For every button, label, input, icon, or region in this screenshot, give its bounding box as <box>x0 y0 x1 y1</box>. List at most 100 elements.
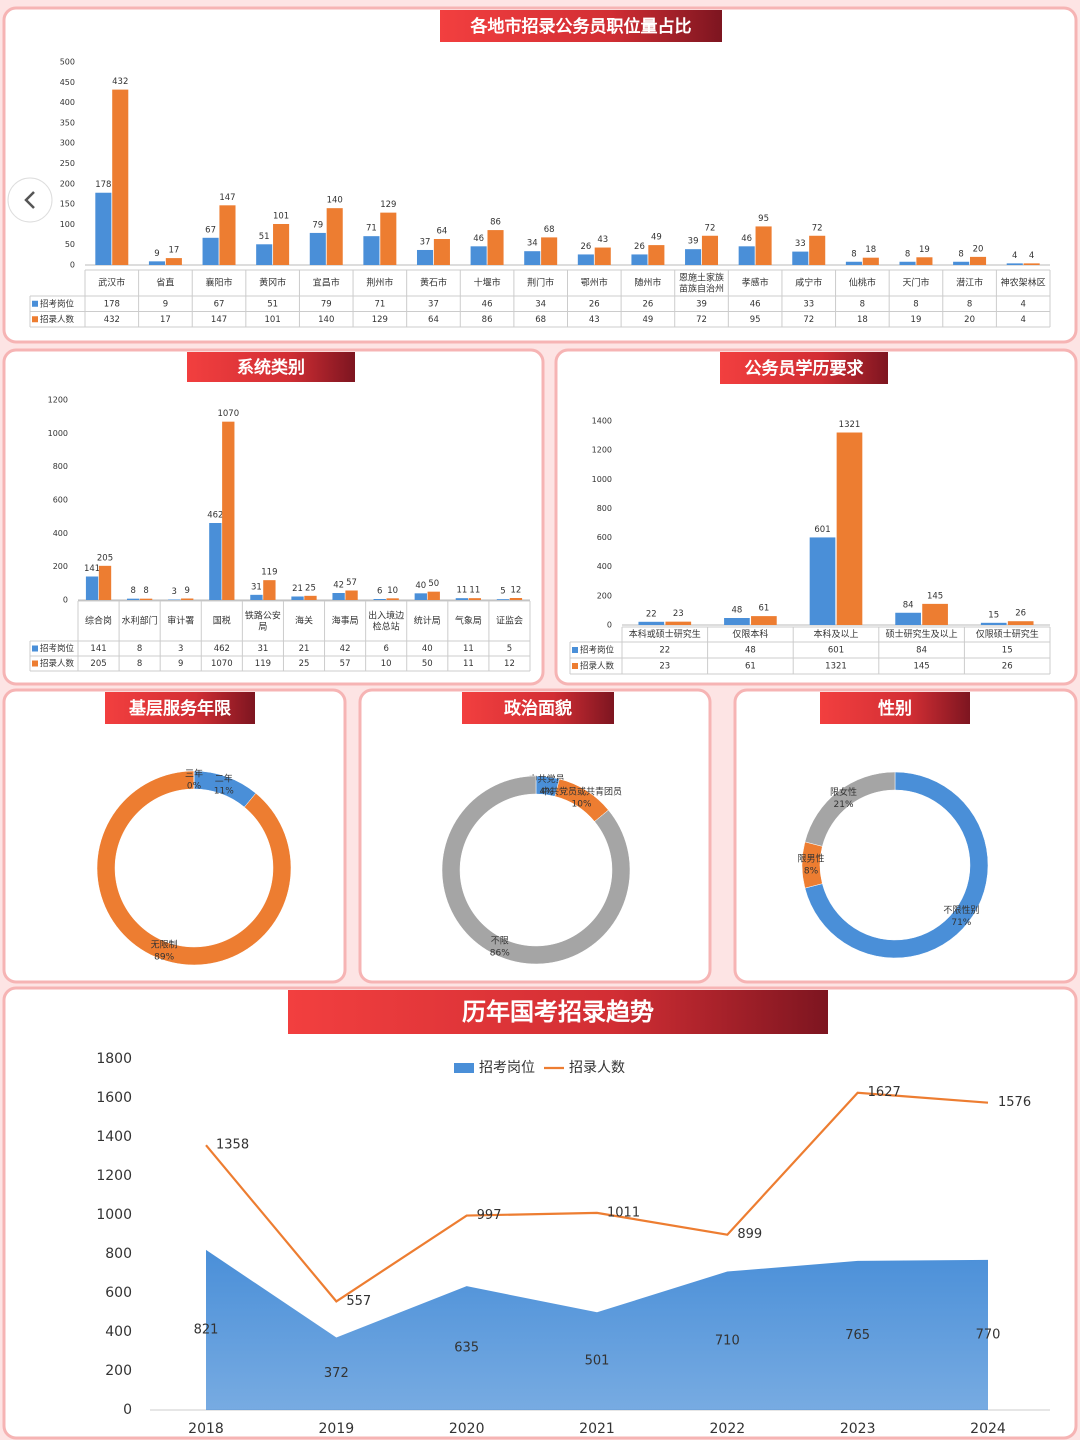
category-label: 仅限硕士研究生 <box>976 628 1039 640</box>
table-cell: 46 <box>750 299 761 309</box>
table-cell: 43 <box>589 315 600 325</box>
data-label: 9 <box>154 249 159 259</box>
bar <box>809 235 826 265</box>
data-label: 8 <box>905 249 910 259</box>
data-label: 205 <box>97 553 113 563</box>
panel <box>2 688 347 984</box>
table-cell: 9 <box>178 659 183 669</box>
slice-category: 中共党员 <box>529 773 565 785</box>
data-label: 26 <box>1015 609 1026 619</box>
y-tick-label: 0 <box>63 596 68 605</box>
category-label: 鄂州市 <box>581 277 608 289</box>
bar <box>1007 621 1034 625</box>
slice-category: 三年 <box>185 768 203 780</box>
category-label: 本科及以上 <box>813 628 858 640</box>
data-label: 432 <box>112 77 128 87</box>
back-button[interactable] <box>7 177 53 223</box>
bar <box>433 239 450 265</box>
x-tick-label: 2024 <box>970 1421 1006 1437</box>
line <box>205 1091 989 1303</box>
data-label: 61 <box>758 604 769 614</box>
data-label: 43 <box>597 235 608 245</box>
data-label: 17 <box>168 246 179 256</box>
y-tick-label: 1000 <box>592 475 612 484</box>
data-label: 821 <box>194 1322 219 1337</box>
data-label: 770 <box>976 1327 1001 1342</box>
category-label: 海事局 <box>332 615 359 627</box>
category-label: 孝感市 <box>742 277 769 289</box>
data-label: 3 <box>172 587 177 597</box>
bar <box>524 251 541 265</box>
data-label: 15 <box>988 610 999 620</box>
data-label: 11 <box>456 586 467 596</box>
bar <box>112 89 129 265</box>
data-label: 95 <box>758 214 769 224</box>
y-tick-label: 500 <box>60 58 75 67</box>
bar <box>273 223 290 265</box>
category-label: 荆州市 <box>366 277 393 289</box>
legend-swatch <box>32 645 38 652</box>
series-name: 招录人数 <box>40 314 75 325</box>
bar <box>427 591 440 600</box>
bar <box>168 599 181 600</box>
bar <box>309 232 326 265</box>
bar <box>345 590 358 600</box>
legend-swatch <box>572 647 578 653</box>
bar <box>416 249 434 265</box>
table-cell: 140 <box>318 315 334 325</box>
data-label: 8 <box>143 586 148 596</box>
bar <box>916 257 933 265</box>
category-label: 仅限本科 <box>732 628 768 640</box>
data-label: 19 <box>919 245 930 255</box>
table-cell: 46 <box>482 299 493 309</box>
table-cell: 11 <box>463 644 474 654</box>
category-label: 荆门市 <box>527 277 554 289</box>
category-label: 黄冈市 <box>259 277 286 289</box>
bar <box>219 205 236 265</box>
slice-category: 二年 <box>215 773 233 785</box>
slice-category: 限女性 <box>830 786 857 798</box>
chart-title: 各地市招录公务员职位量占比 <box>470 16 692 37</box>
table-cell: 22 <box>659 646 670 656</box>
data-label: 49 <box>651 233 662 243</box>
donut-slice <box>804 771 989 959</box>
data-label: 101 <box>273 211 289 221</box>
bar <box>980 622 1007 625</box>
table-cell: 67 <box>214 299 225 309</box>
table-cell: 57 <box>340 659 351 669</box>
slice-percent: 10% <box>572 800 592 810</box>
table-cell: 8 <box>913 299 918 309</box>
bar <box>380 212 397 265</box>
bar <box>85 576 99 600</box>
category-label: 水利部门 <box>122 615 158 627</box>
category-label: 咸宁市 <box>795 277 822 289</box>
legend-label: 招考岗位 <box>479 1060 535 1076</box>
bar <box>862 257 879 265</box>
bar <box>455 598 469 600</box>
category-label: 气象局 <box>455 615 482 627</box>
table-cell: 8 <box>137 659 142 669</box>
y-tick-label: 300 <box>60 139 75 148</box>
series-name: 招考岗位 <box>40 298 75 309</box>
bar <box>648 245 665 265</box>
bar <box>304 595 317 600</box>
chart-title: 系统类别 <box>237 357 305 378</box>
table-cell: 205 <box>90 659 106 669</box>
x-tick-label: 2018 <box>188 1421 224 1437</box>
data-label: 21 <box>292 584 303 594</box>
bar <box>414 593 427 600</box>
y-tick-label: 200 <box>60 179 75 188</box>
slice-percent: 8% <box>804 867 819 877</box>
table-cell: 9 <box>163 299 168 309</box>
y-tick-label: 800 <box>597 504 612 513</box>
donut-slice <box>801 841 823 889</box>
table-cell: 15 <box>1002 646 1013 656</box>
table-cell: 34 <box>535 299 546 309</box>
table-cell: 1070 <box>211 659 233 669</box>
table-cell: 6 <box>383 644 388 654</box>
y-tick-label: 250 <box>60 159 75 168</box>
data-label: 72 <box>812 223 823 233</box>
chart-title: 政治面貌 <box>504 698 572 719</box>
